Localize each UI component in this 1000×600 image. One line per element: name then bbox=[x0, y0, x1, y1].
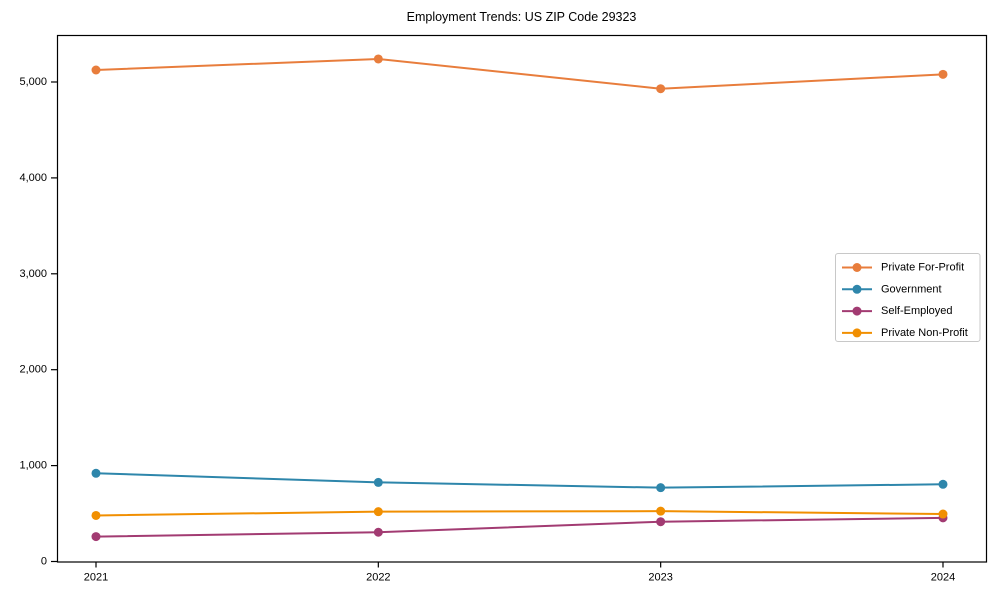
series-marker-private-for-profit-2024 bbox=[938, 69, 948, 79]
series-line-private-non-profit bbox=[95, 510, 944, 517]
series-marker-private-for-profit-2023 bbox=[656, 84, 666, 94]
series-marker-government-2021 bbox=[91, 468, 101, 478]
series-marker-private-non-profit-2022 bbox=[373, 507, 383, 517]
legend-swatch-marker-private-non-profit bbox=[852, 328, 862, 338]
plot-area-border bbox=[56, 34, 988, 563]
y-tick-label: 2,000 bbox=[19, 364, 47, 376]
legend-label-government: Government bbox=[881, 283, 942, 295]
y-tick-label: 1,000 bbox=[19, 460, 47, 472]
series-marker-government-2022 bbox=[373, 477, 383, 487]
legend-swatch-marker-private-for-profit bbox=[852, 263, 862, 272]
x-tick-label: 2023 bbox=[648, 572, 672, 584]
series-marker-self-employed-2021 bbox=[91, 532, 101, 542]
series-line-self-employed bbox=[95, 516, 944, 538]
series-marker-government-2024 bbox=[938, 479, 948, 489]
series-line-government bbox=[95, 472, 944, 489]
legend-swatch-marker-self-employed bbox=[852, 306, 862, 316]
chart-title: Employment Trends: US ZIP Code 29323 bbox=[406, 10, 637, 24]
series-marker-private-for-profit-2021 bbox=[91, 65, 101, 75]
legend-label-private-non-profit: Private Non-Profit bbox=[881, 327, 968, 339]
legend-box bbox=[835, 253, 981, 342]
legend-label-self-employed: Self-Employed bbox=[881, 305, 953, 317]
series-marker-self-employed-2022 bbox=[373, 527, 383, 537]
legend-label-private-for-profit: Private For-Profit bbox=[881, 262, 964, 274]
x-tick-label: 2021 bbox=[84, 572, 108, 584]
series-marker-private-for-profit-2022 bbox=[373, 54, 383, 64]
y-tick-label: 4,000 bbox=[19, 172, 47, 184]
series-marker-private-non-profit-2021 bbox=[91, 510, 101, 520]
series-marker-self-employed-2023 bbox=[656, 517, 666, 527]
legend-swatch-marker-government bbox=[852, 284, 862, 294]
x-tick-label: 2024 bbox=[931, 572, 955, 584]
y-tick-label: 5,000 bbox=[19, 76, 47, 88]
series-marker-private-non-profit-2024 bbox=[938, 509, 948, 519]
series-marker-government-2023 bbox=[656, 483, 666, 493]
y-tick-label: 3,000 bbox=[19, 268, 47, 280]
y-tick-label: 0 bbox=[41, 556, 47, 568]
series-marker-private-non-profit-2023 bbox=[656, 506, 666, 516]
x-tick-label: 2022 bbox=[366, 572, 390, 584]
series-line-private-for-profit bbox=[95, 57, 944, 90]
